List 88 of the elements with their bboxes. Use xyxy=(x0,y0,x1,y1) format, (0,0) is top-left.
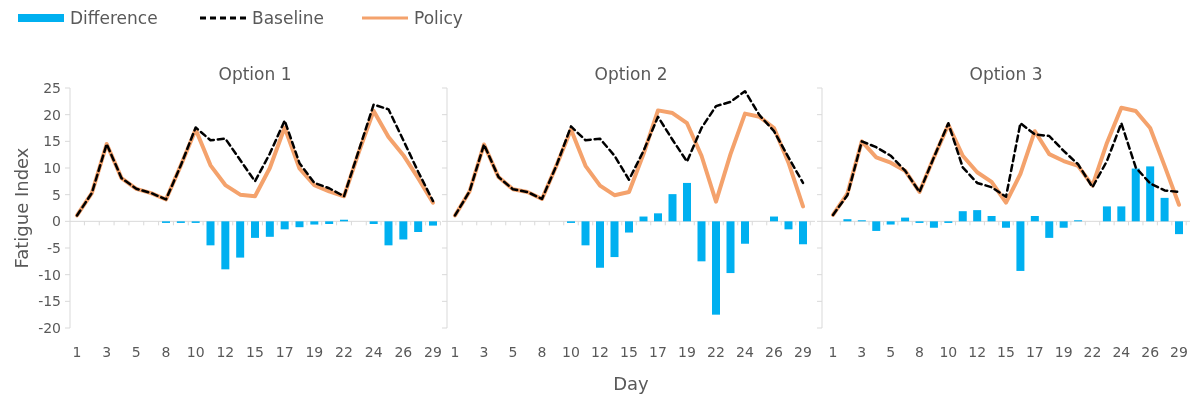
x-axis-title: Day xyxy=(613,373,650,394)
bar xyxy=(958,211,967,222)
bar xyxy=(712,221,720,315)
y-tick-label: -5 xyxy=(47,240,61,256)
chart-title: Option 3 xyxy=(969,64,1043,84)
bar xyxy=(1016,221,1025,271)
bar xyxy=(683,182,691,222)
x-tick-label: 5 xyxy=(131,344,141,360)
chart-title: Option 1 xyxy=(218,64,292,84)
x-tick-label: 12 xyxy=(216,344,235,360)
y-tick-label: -10 xyxy=(38,266,61,283)
bar xyxy=(843,219,852,222)
x-tick-label: 19 xyxy=(305,344,324,360)
x-tick-label: 3 xyxy=(479,344,489,360)
x-tick-label: 17 xyxy=(649,344,667,360)
legend-label: Policy xyxy=(414,8,463,28)
x-tick-label: 15 xyxy=(620,344,638,360)
y-tick-label: -20 xyxy=(38,320,61,336)
x-tick-label: 10 xyxy=(562,344,580,360)
x-tick-label: 22 xyxy=(1083,344,1102,360)
y-tick-label: -15 xyxy=(38,293,61,310)
bar xyxy=(741,221,749,244)
x-tick-label: 12 xyxy=(968,344,987,360)
x-tick-label: 12 xyxy=(591,344,609,360)
y-tick-label: 5 xyxy=(52,186,61,203)
x-tick-label: 17 xyxy=(1025,344,1044,360)
x-tick-label: 3 xyxy=(857,344,867,360)
bar xyxy=(973,210,982,222)
bar xyxy=(654,213,662,222)
x-tick-label: 26 xyxy=(765,344,783,360)
x-tick-label: 8 xyxy=(915,344,924,360)
bar xyxy=(784,221,793,230)
bar xyxy=(872,221,881,231)
legend-label: Baseline xyxy=(252,8,325,28)
bar xyxy=(1102,206,1111,222)
y-tick-label: 25 xyxy=(43,80,61,96)
x-tick-label: 17 xyxy=(275,344,294,360)
bar xyxy=(1117,206,1126,222)
bar xyxy=(929,221,938,228)
chart-title: Option 2 xyxy=(594,64,668,84)
x-tick-label: 5 xyxy=(508,344,518,360)
bar xyxy=(697,221,706,262)
y-axis-title: Fatigue Index xyxy=(11,147,32,269)
x-tick-label: 24 xyxy=(364,344,383,360)
x-tick-label: 15 xyxy=(997,344,1015,360)
bar xyxy=(799,221,807,245)
bar xyxy=(1160,197,1169,222)
x-tick-label: 29 xyxy=(1170,344,1188,360)
bar xyxy=(1146,166,1155,222)
x-tick-label: 24 xyxy=(736,344,754,360)
bar xyxy=(610,221,619,258)
x-tick-label: 26 xyxy=(394,344,413,360)
x-tick-label: 22 xyxy=(707,344,725,360)
y-tick-label: 20 xyxy=(43,106,61,123)
x-tick-label: 29 xyxy=(424,344,442,360)
x-tick-label: 29 xyxy=(794,344,812,360)
x-tick-label: 19 xyxy=(1054,344,1073,360)
bar xyxy=(581,221,590,246)
x-tick-label: 19 xyxy=(678,344,696,360)
bar xyxy=(668,194,677,222)
y-tick-label: 10 xyxy=(43,160,61,176)
bar xyxy=(1131,168,1140,222)
x-tick-label: 10 xyxy=(939,344,958,360)
bar xyxy=(596,221,604,268)
bar xyxy=(1030,216,1039,222)
bar xyxy=(625,221,633,233)
bar xyxy=(1002,221,1010,228)
bar xyxy=(1045,221,1054,238)
x-tick-label: 26 xyxy=(1141,344,1160,360)
bar xyxy=(886,221,895,225)
x-tick-label: 1 xyxy=(450,344,460,360)
x-tick-label: 3 xyxy=(102,344,112,360)
x-tick-label: 24 xyxy=(1112,344,1131,360)
legend-label: Difference xyxy=(70,8,158,28)
x-tick-label: 5 xyxy=(886,344,896,360)
x-tick-label: 8 xyxy=(161,344,171,360)
bar xyxy=(726,221,735,274)
bar xyxy=(1059,221,1068,228)
x-tick-label: 22 xyxy=(335,344,353,360)
y-tick-label: 15 xyxy=(43,133,61,150)
bar xyxy=(987,216,996,222)
x-tick-label: 10 xyxy=(186,344,205,360)
x-tick-label: 1 xyxy=(828,344,838,360)
x-tick-label: 8 xyxy=(537,344,547,360)
x-tick-label: 15 xyxy=(246,344,264,360)
x-tick-label: 1 xyxy=(72,344,82,360)
bar xyxy=(1175,221,1183,235)
y-tick-label: 0 xyxy=(52,213,61,230)
